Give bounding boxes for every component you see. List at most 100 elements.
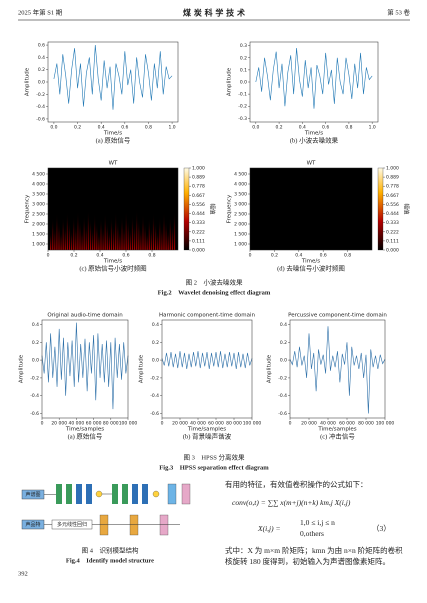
x-axis-label: Time/s <box>304 131 323 137</box>
y-tick-label: 1 000 <box>32 242 45 248</box>
y-tick-label: 0.2 <box>240 55 247 61</box>
y-tick-label: -0.6 <box>150 411 159 417</box>
x-tick-label: 0.2 <box>70 253 77 259</box>
x-tick-label: 100 000 <box>243 421 262 427</box>
heatmap-texture <box>64 226 66 250</box>
fig4-caption-en: Fig.4 Identify model structure <box>66 557 154 564</box>
x-tick-label: 0.0 <box>50 125 57 131</box>
heatmap-texture <box>100 218 102 250</box>
equation-number: （3） <box>372 524 391 533</box>
body-paragraph: 式中：X 为 m×m 阶矩阵；kmn 为由 n×n 阶矩阵的卷积核旋转 180 … <box>225 546 403 566</box>
block <box>159 514 169 536</box>
heatmap-texture <box>159 217 161 250</box>
y-axis-label: Frequency <box>227 194 233 223</box>
y-tick-label: 0.0 <box>32 358 39 364</box>
y-tick-label: 0.2 <box>280 340 287 346</box>
equation: conv(o,t) = ∑∑ x(m+j)(n+k) km,j X(i,j) <box>232 498 351 507</box>
colorbar-tick-label: 0.778 <box>192 184 205 190</box>
block <box>86 484 92 504</box>
heatmap-texture <box>89 219 92 250</box>
y-tick-label: -0.2 <box>278 375 287 381</box>
y-tick-label: -0.1 <box>238 92 247 98</box>
y-tick-label: -0.2 <box>150 375 159 381</box>
y-tick-label: 0.0 <box>280 358 287 364</box>
plot-frame <box>249 41 379 123</box>
y-tick-label: 1 500 <box>234 232 247 238</box>
plot-frame <box>47 167 179 251</box>
heatmap-texture <box>119 230 121 250</box>
y-axis-label: Amplitude <box>227 67 233 96</box>
fig3-caption-en: Fig.3 HPSS separation effect diagram <box>159 464 269 471</box>
colorbar-tick-label: 0.667 <box>192 193 205 199</box>
heatmap-texture <box>71 230 73 250</box>
plot-frame <box>249 167 373 251</box>
x-tick-label: 80 000 <box>103 421 119 427</box>
y-tick-label: -0.2 <box>238 104 247 110</box>
heatmap-texture <box>75 225 77 250</box>
x-tick-label: 40 000 <box>69 421 85 427</box>
heatmap-texture <box>142 214 144 250</box>
chart-title: Percussive component-time domain <box>288 313 387 319</box>
x-tick-label: 0.2 <box>276 125 283 131</box>
subcaption: (c) 原始信号小波时频图 <box>79 263 146 272</box>
heatmap-texture <box>115 212 117 250</box>
heatmap-texture <box>169 216 171 250</box>
heatmap-texture <box>146 232 148 250</box>
chart-title: Harmonic component-time domain <box>159 313 256 319</box>
y-tick-label: -0.4 <box>36 104 45 110</box>
y-tick-label: -0.4 <box>150 393 159 399</box>
y-tick-label: 2 000 <box>234 222 247 228</box>
y-tick-label: -0.4 <box>30 393 39 399</box>
x-tick-label: 20 000 <box>301 421 317 427</box>
colorbar-label: 幅值 <box>403 203 411 215</box>
signal-line <box>161 351 253 370</box>
block <box>142 484 148 504</box>
equation: X(i,j) = <box>258 524 281 533</box>
y-axis-label: Amplitude <box>19 354 25 383</box>
node <box>152 490 160 498</box>
x-tick-label: 0.4 <box>96 253 103 259</box>
x-tick-label: 0.8 <box>148 253 155 259</box>
x-tick-label: 20 000 <box>172 421 188 427</box>
x-tick-label: 100 000 <box>376 421 395 427</box>
x-tick-label: 100 000 <box>119 421 138 427</box>
y-tick-label: 4 500 <box>32 172 45 178</box>
heatmap-texture <box>134 224 136 250</box>
x-tick-label: 0.6 <box>121 125 128 131</box>
fig3-caption-cn: 图 3 HPSS 分离效果 <box>183 452 245 461</box>
y-tick-label: 3 000 <box>234 202 247 208</box>
x-tick-label: 0.6 <box>320 253 327 259</box>
heatmap-texture <box>171 225 173 250</box>
y-tick-label: -0.2 <box>30 375 39 381</box>
x-tick-label: 0.4 <box>295 253 302 259</box>
heatmap-texture <box>140 228 142 250</box>
signal-line <box>289 326 386 414</box>
heatmap-texture <box>167 230 169 250</box>
heatmap-texture <box>102 227 104 250</box>
colorbar <box>183 167 190 251</box>
x-tick-label: 0 <box>161 421 164 427</box>
x-tick-label: 40 000 <box>190 421 206 427</box>
heatmap-texture <box>92 228 94 250</box>
y-axis-label: Frequency <box>25 194 31 223</box>
y-tick-label: 0.0 <box>240 80 247 86</box>
heatmap-texture <box>62 217 64 250</box>
y-tick-label: 0.4 <box>32 322 39 328</box>
x-tick-label: 1.0 <box>369 125 376 131</box>
heatmap-texture <box>58 222 60 250</box>
equation-case: 0,others <box>300 529 324 538</box>
x-tick-label: 0.4 <box>98 125 105 131</box>
x-axis-label: Time/samples <box>187 427 226 433</box>
y-tick-label: 4 000 <box>32 182 45 188</box>
subcaption: (b) 背景噪声谐波 <box>183 431 232 440</box>
heatmap-texture <box>163 212 165 250</box>
colorbar-tick-label: 0.333 <box>192 220 205 226</box>
node-label: 声品特 <box>25 521 40 528</box>
heatmap-texture <box>68 221 71 250</box>
colorbar-tick-label: 0.444 <box>386 211 399 217</box>
y-tick-label: 3 500 <box>32 192 45 198</box>
y-tick-label: 1 000 <box>234 242 247 248</box>
y-tick-label: -0.2 <box>36 92 45 98</box>
x-tick-label: 0.2 <box>74 125 81 131</box>
